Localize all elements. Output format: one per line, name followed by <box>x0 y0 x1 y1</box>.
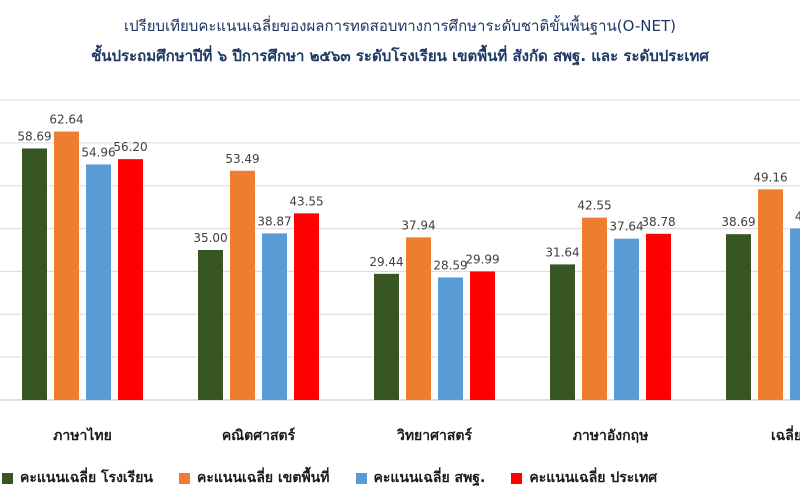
legend-swatch <box>2 472 13 484</box>
data-label: 37.94 <box>401 218 435 232</box>
category-label: ภาษาอังกฤษ <box>573 428 649 444</box>
bar <box>406 237 431 400</box>
legend: คะแนนเฉลี่ย โรงเรียน คะแนนเฉลี่ย เขตพื้นท… <box>0 466 683 490</box>
data-label: 42.55 <box>577 199 611 213</box>
data-label: 35.00 <box>193 231 227 245</box>
bar <box>646 233 671 400</box>
data-label: 43.55 <box>289 194 323 208</box>
data-label: 56.20 <box>113 140 147 154</box>
bar <box>54 131 79 401</box>
data-label: 62.64 <box>49 113 83 127</box>
data-label: 29.44 <box>369 255 403 269</box>
legend-item: คะแนนเฉลี่ย สพฐ. <box>355 467 486 489</box>
data-label: 53.49 <box>225 152 259 166</box>
bar <box>614 238 639 400</box>
category-labels: ภาษาไทย คณิตศาสตร์ วิทยาศาสตร์ ภาษาอังกฤษ เฉ… <box>53 425 800 444</box>
data-label: 58.69 <box>17 129 51 143</box>
data-label: 38.78 <box>641 215 675 229</box>
legend-swatch <box>511 472 523 484</box>
category-label: คณิตศาสตร์ <box>222 427 296 444</box>
data-label: 49.16 <box>753 170 787 184</box>
bar <box>22 148 47 400</box>
legend-swatch <box>178 472 190 484</box>
category-label: เฉลี่ย <box>771 425 800 444</box>
bar <box>470 271 495 400</box>
bar <box>550 264 575 400</box>
legend-label: คะแนนเฉลี่ย สพฐ. <box>373 470 486 486</box>
bar <box>758 189 783 400</box>
data-label: 37.64 <box>609 220 643 234</box>
bar <box>230 170 255 400</box>
legend-swatch <box>355 472 367 484</box>
legend-item: คะแนนเฉลี่ย เขตพื้นที่ <box>178 467 330 489</box>
bar <box>198 250 223 400</box>
chart-subtitle: ชั้นประถมศึกษาปีที่ ๖ ปีการศึกษา ๒๕๖๓ ระ… <box>91 47 709 65</box>
bar <box>374 273 399 400</box>
bar <box>438 277 463 400</box>
legend-item: คะแนนเฉลี่ย ประเทศ <box>511 467 657 489</box>
bar <box>582 217 607 400</box>
bar <box>790 228 800 400</box>
data-label: 38.87 <box>257 214 291 228</box>
legend-label: คะแนนเฉลี่ย ประเทศ <box>529 470 658 486</box>
data-label: 29.99 <box>465 252 499 266</box>
legend-label: คะแนนเฉลี่ย เขตพื้นที่ <box>196 470 330 486</box>
category-label: วิทยาศาสตร์ <box>396 427 473 444</box>
bar <box>726 234 751 400</box>
legend-label: คะแนนเฉลี่ย โรงเรียน <box>20 470 153 486</box>
bar <box>294 213 319 400</box>
bar <box>86 164 111 400</box>
data-label: 31.64 <box>545 245 579 259</box>
chart-title: เปรียบเทียบคะแนนเฉลี่ยของผลการทดสอบทางกา… <box>123 17 676 35</box>
data-label: 38.69 <box>721 215 755 229</box>
bar <box>262 233 287 400</box>
bar <box>118 159 143 400</box>
data-label: 40 <box>795 209 800 223</box>
data-label: 28.59 <box>433 258 467 272</box>
data-label: 54.96 <box>81 145 115 159</box>
category-label: ภาษาไทย <box>53 426 112 444</box>
legend-item: คะแนนเฉลี่ย โรงเรียน <box>2 467 153 489</box>
bars <box>22 131 800 401</box>
